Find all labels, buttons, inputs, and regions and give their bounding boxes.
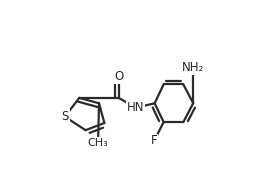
Text: CH₃: CH₃ — [88, 138, 109, 148]
Text: HN: HN — [127, 101, 144, 114]
Text: S: S — [61, 110, 69, 123]
Text: F: F — [151, 134, 157, 147]
Text: NH₂: NH₂ — [182, 61, 204, 74]
Text: O: O — [114, 70, 123, 83]
